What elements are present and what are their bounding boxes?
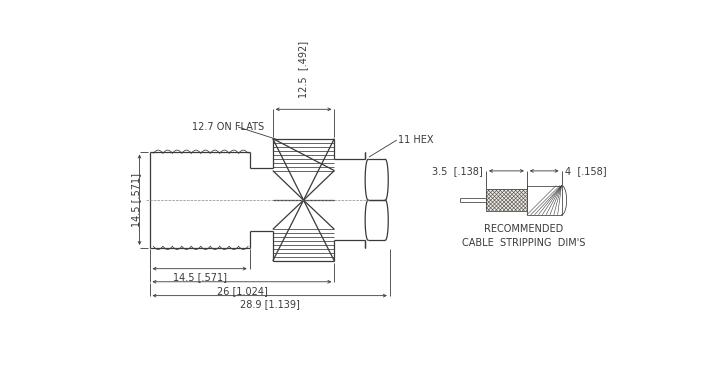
Text: 12.5  [.492]: 12.5 [.492] <box>299 41 309 98</box>
Text: 28.9 [1.139]: 28.9 [1.139] <box>240 300 300 310</box>
Polygon shape <box>486 189 527 211</box>
Text: 14.5 [.571]: 14.5 [.571] <box>173 273 227 283</box>
Text: 14.5 [.571]: 14.5 [.571] <box>132 173 141 227</box>
Text: 12.7 ON FLATS: 12.7 ON FLATS <box>192 122 264 132</box>
Text: 26 [1.024]: 26 [1.024] <box>217 285 267 296</box>
Text: RECOMMENDED
CABLE  STRIPPING  DIM'S: RECOMMENDED CABLE STRIPPING DIM'S <box>462 224 585 248</box>
Text: 3.5  [.138]: 3.5 [.138] <box>432 166 483 176</box>
Polygon shape <box>527 185 562 215</box>
Text: 11 HEX: 11 HEX <box>398 135 433 145</box>
Text: 4  [.158]: 4 [.158] <box>564 166 606 176</box>
